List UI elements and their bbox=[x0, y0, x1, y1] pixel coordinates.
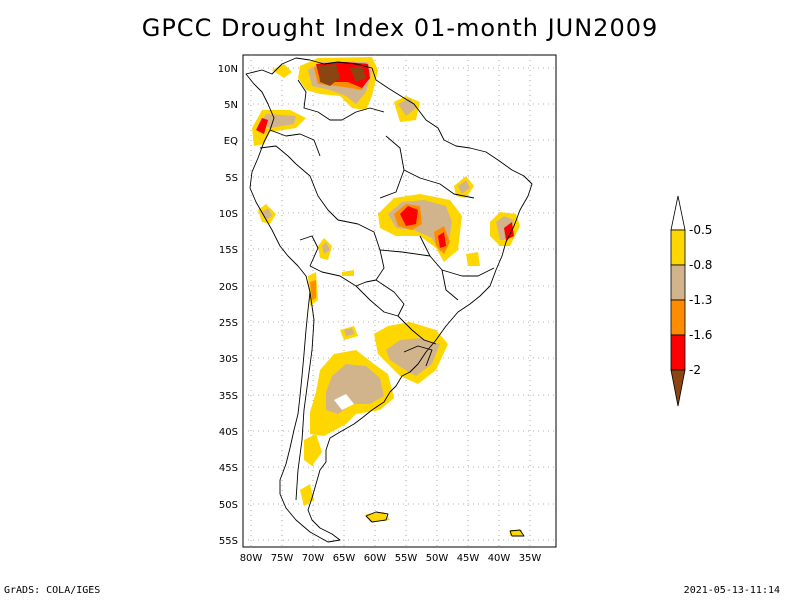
shade-chile-n-orange bbox=[310, 280, 316, 300]
drought-shading bbox=[252, 57, 522, 536]
lat-label: 25S bbox=[219, 318, 238, 329]
south-america-outline bbox=[245, 57, 533, 543]
border-brazil-states bbox=[379, 135, 495, 301]
lon-label: 45W bbox=[457, 553, 480, 564]
legend-swatch-white bbox=[670, 195, 686, 231]
border-paraguay bbox=[355, 279, 405, 317]
shade-small-1 bbox=[342, 270, 354, 276]
legend-swatch-yellow bbox=[670, 229, 686, 266]
lon-label: 60W bbox=[364, 553, 387, 564]
lat-label: 10N bbox=[218, 64, 238, 75]
lat-label: 5N bbox=[224, 100, 238, 111]
coastlines-and-borders bbox=[245, 57, 533, 543]
legend-label: -0.8 bbox=[689, 258, 712, 272]
lon-label: 35W bbox=[519, 553, 542, 564]
shade-venezuela-brown-2 bbox=[350, 66, 366, 82]
legend-swatch-tan bbox=[670, 264, 686, 301]
shade-arg-white-1 bbox=[334, 394, 354, 410]
border-peru-bolivia bbox=[299, 235, 319, 267]
shade-colombia-red bbox=[256, 118, 268, 134]
lat-label: 35S bbox=[219, 391, 238, 402]
shade-venezuela-brown bbox=[318, 64, 340, 86]
lon-label: 65W bbox=[333, 553, 356, 564]
grid-lines bbox=[243, 55, 556, 547]
lat-label: 30S bbox=[219, 354, 238, 365]
lon-label: 80W bbox=[240, 553, 263, 564]
lat-label: EQ bbox=[224, 136, 238, 147]
shade-central-red-2 bbox=[438, 232, 446, 248]
shade-east-coast-red bbox=[504, 222, 514, 240]
border-peru-brazil bbox=[295, 163, 339, 221]
footer-credit: GrADS: COLA/IGES bbox=[4, 585, 101, 596]
shade-colombia-tan bbox=[260, 114, 296, 128]
legend-label: -0.5 bbox=[689, 223, 712, 237]
shade-central-red bbox=[400, 206, 418, 226]
legend-label: -1.3 bbox=[689, 293, 712, 307]
colorbar-labels: -0.5 -0.8 -1.3 -1.6 -2 bbox=[689, 223, 712, 377]
lat-label: 55S bbox=[219, 536, 238, 547]
falklands-outline bbox=[365, 511, 389, 523]
border-bolivia-brazil bbox=[337, 219, 385, 281]
shade-arg-small-1-tan bbox=[344, 328, 354, 336]
lon-label: 50W bbox=[426, 553, 449, 564]
shade-patagonia-1 bbox=[304, 434, 322, 466]
border-argentina-brazil bbox=[397, 315, 437, 345]
sgeorgia-outline bbox=[509, 529, 525, 537]
lon-label: 55W bbox=[395, 553, 418, 564]
plot-frame bbox=[242, 54, 557, 548]
legend-swatch-red bbox=[670, 334, 686, 371]
lat-labels: 10N 5N EQ 5S 10S 15S 20S 25S 30S 35S 40S… bbox=[218, 64, 238, 547]
lat-label: 20S bbox=[219, 282, 238, 293]
footer-timestamp: 2021-05-13-11:14 bbox=[683, 585, 780, 596]
shade-bolivia-tan bbox=[322, 242, 330, 254]
legend-swatch-orange bbox=[670, 299, 686, 336]
colorbar-legend bbox=[670, 195, 686, 407]
border-colombia-venezuela bbox=[297, 79, 342, 121]
lat-label: 15S bbox=[219, 245, 238, 256]
shade-small-2 bbox=[466, 252, 480, 266]
shade-colombia-n bbox=[272, 64, 292, 78]
legend-label: -2 bbox=[689, 363, 701, 377]
shade-ne-brazil-1-tan bbox=[458, 180, 470, 194]
lat-label: 5S bbox=[225, 173, 238, 184]
lon-label: 70W bbox=[302, 553, 325, 564]
lat-label: 10S bbox=[219, 209, 238, 220]
lon-label: 40W bbox=[488, 553, 511, 564]
border-ecuador-peru bbox=[259, 145, 297, 165]
legend-label: -1.6 bbox=[689, 328, 712, 342]
legend-swatch-brown bbox=[670, 369, 686, 407]
lat-label: 40S bbox=[219, 427, 238, 438]
shade-south-tan bbox=[386, 338, 440, 376]
border-uruguay bbox=[403, 345, 433, 367]
chart-title: GPCC Drought Index 01-month JUN2009 bbox=[141, 14, 659, 42]
lat-label: 45S bbox=[219, 463, 238, 474]
border-colombia-south bbox=[269, 129, 321, 157]
lon-labels: 80W 75W 70W 65W 60W 55W 50W 45W 40W 35W bbox=[240, 553, 542, 564]
shade-sgeorgia bbox=[510, 530, 522, 536]
border-bolivia-south bbox=[309, 265, 377, 287]
border-venezuela-brazil bbox=[341, 107, 385, 121]
shade-falklands bbox=[366, 512, 390, 522]
border-chile-argentina bbox=[295, 291, 315, 501]
lon-label: 75W bbox=[271, 553, 294, 564]
shade-patagonia-2 bbox=[300, 484, 314, 506]
lat-label: 50S bbox=[219, 500, 238, 511]
